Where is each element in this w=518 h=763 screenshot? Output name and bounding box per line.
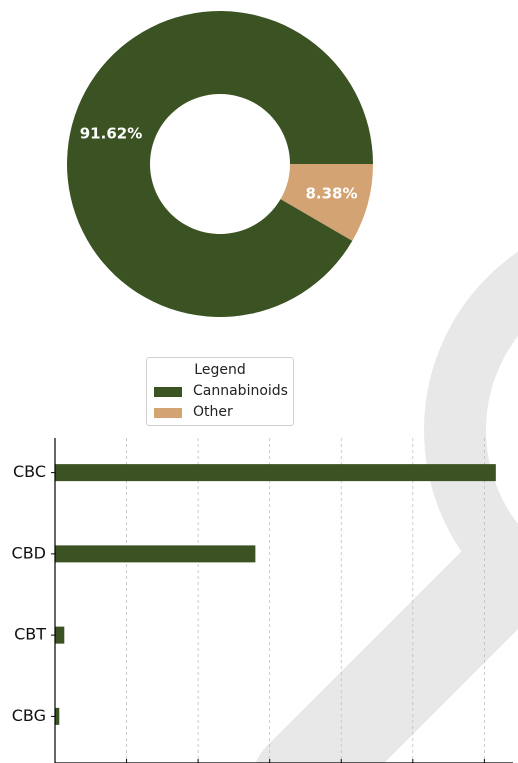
bar-grid [126,438,485,763]
bar-category-labels: CBC CBD CBT CBG [12,462,47,725]
category-label-cbc: CBC [13,462,46,481]
bar-axes [51,438,513,763]
x-tick-label-0: 0 [52,761,59,763]
legend-label-cannabinoids: Cannabinoids [193,383,288,399]
category-label-cbt: CBT [14,625,46,644]
category-label-cbg: CBG [12,706,46,725]
donut-slices [66,11,373,318]
x-tick-label-30: 30 [263,761,277,763]
legend: Legend Cannabinoids Other [146,357,294,426]
donut-labels: 8.38% 91.62% [80,125,358,203]
x-tick-label-10: 10 [120,761,134,763]
legend-swatch-cannabinoids [154,387,182,397]
bar-tick-labels: 0 10 20 30 40 50 60 [52,761,492,763]
donut-label-other: 8.38% [305,185,357,203]
bar-cbd [55,545,256,563]
bar-cbc [55,464,496,482]
legend-swatch-other [154,408,182,418]
category-label-cbd: CBD [12,543,46,562]
donut-slice-cannabinoids [66,11,373,318]
donut-label-cannabinoids: 91.62% [80,125,142,143]
legend-title: Legend [194,362,246,378]
bar-cbt [55,626,65,644]
legend-label-other: Other [193,404,233,420]
x-tick-label-60: 60 [477,761,491,763]
bar-cbg [55,707,60,725]
x-tick-label-40: 40 [334,761,348,763]
x-tick-label-50: 50 [406,761,420,763]
bar-bars [55,464,496,725]
donut-chart: 8.38% 91.62% [66,11,373,318]
donut-slice-other [280,164,373,241]
x-tick-label-20: 20 [191,761,205,763]
bar-chart: CBC CBD CBT CBG 0 10 20 30 40 50 60 [12,438,513,763]
